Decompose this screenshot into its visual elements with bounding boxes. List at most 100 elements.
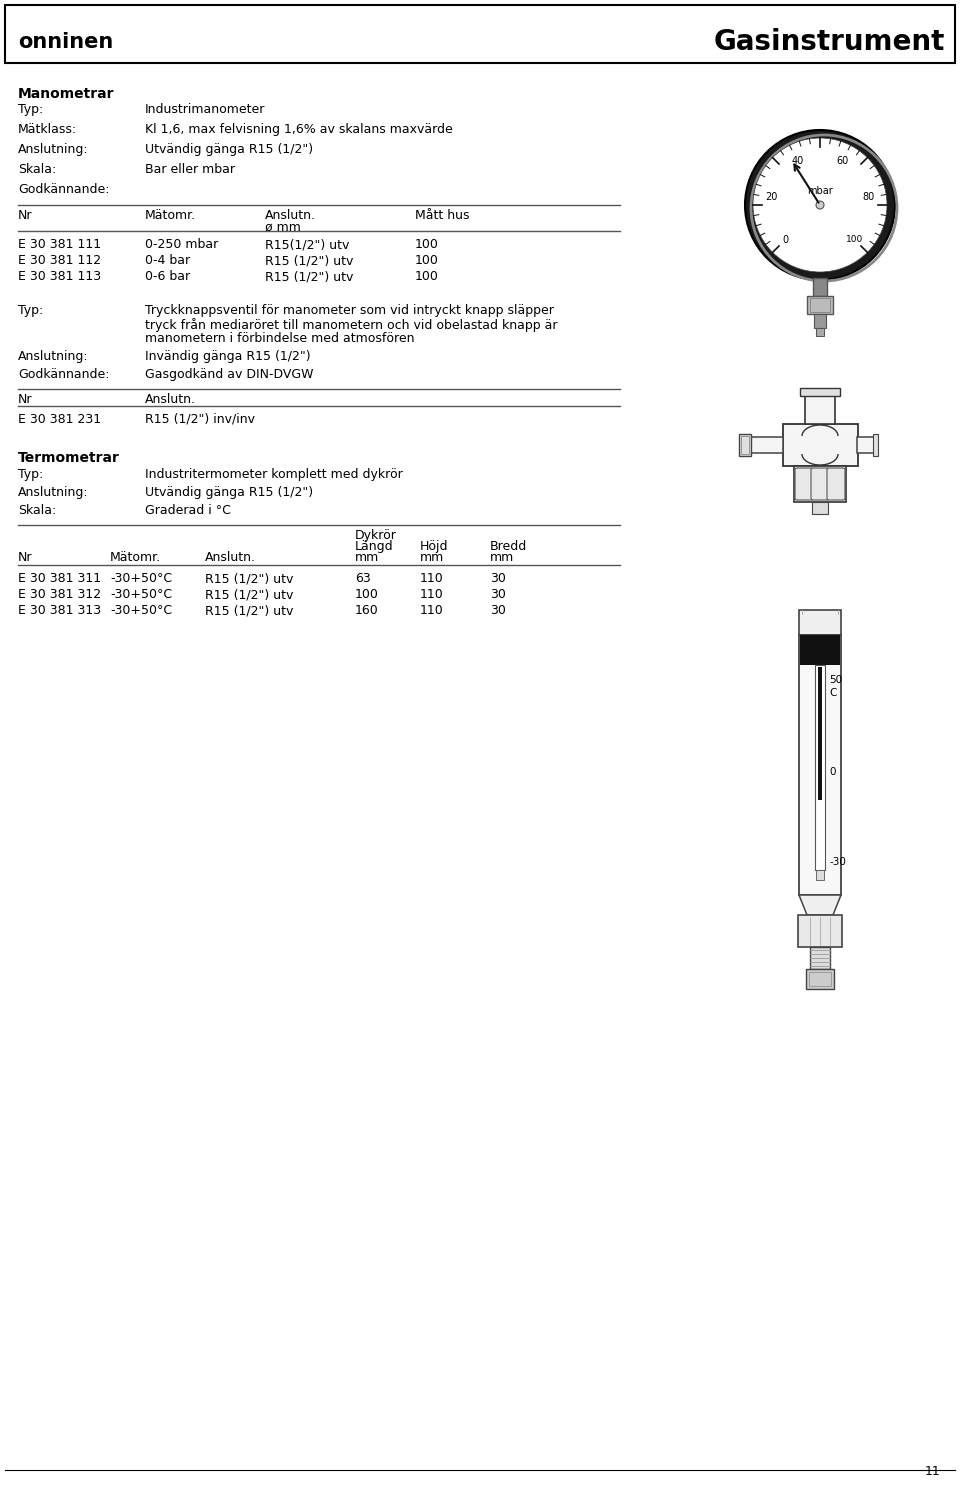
Text: Anslutn.: Anslutn. [145,394,196,405]
Bar [805,396,835,425]
Bar [809,973,831,986]
Bar [816,328,824,336]
Text: E 30 381 113: E 30 381 113 [18,270,101,284]
Text: 20: 20 [765,193,778,202]
Text: Dykrör: Dykrör [355,529,396,542]
Text: R15 (1/2") utv: R15 (1/2") utv [205,572,294,585]
Bar [800,388,840,396]
Text: Anslutning:: Anslutning: [18,143,88,156]
Text: 100: 100 [415,238,439,251]
Bar [739,434,751,456]
Text: Anslutn.: Anslutn. [265,209,316,221]
Text: 100: 100 [355,588,379,601]
Bar [800,636,840,665]
Text: R15 (1/2") utv: R15 (1/2") utv [265,254,353,267]
FancyBboxPatch shape [827,468,845,500]
Text: manometern i förbindelse med atmosfören: manometern i förbindelse med atmosfören [145,333,415,345]
Text: E 30 381 111: E 30 381 111 [18,238,101,251]
Text: 0: 0 [829,766,835,777]
Bar [813,278,827,296]
Bar [807,296,833,313]
Bar [873,434,878,456]
Text: 100: 100 [846,235,863,244]
Text: mm: mm [420,551,444,564]
Text: Anslutning:: Anslutning: [18,350,88,362]
Text: 0-6 bar: 0-6 bar [145,270,190,284]
Text: Mätklass:: Mätklass: [18,123,77,137]
Text: Skala:: Skala: [18,163,57,177]
Text: Längd: Längd [355,541,394,552]
FancyBboxPatch shape [795,468,813,500]
Text: Mätomr.: Mätomr. [145,209,196,221]
Circle shape [745,131,895,281]
Text: E 30 381 313: E 30 381 313 [18,604,101,616]
Text: 30: 30 [490,572,506,585]
Text: 0-250 mbar: 0-250 mbar [145,238,218,251]
Text: tryck från mediaröret till manometern och vid obelastad knapp är: tryck från mediaröret till manometern oc… [145,318,558,333]
Text: ø mm: ø mm [265,221,300,235]
Text: Invändig gänga R15 (1/2"): Invändig gänga R15 (1/2") [145,350,311,362]
Bar [799,610,841,636]
Text: Höjd: Höjd [420,541,448,552]
Text: -30: -30 [829,857,846,867]
Text: 160: 160 [355,604,379,616]
Text: 30: 30 [490,588,506,601]
Text: -30+50°C: -30+50°C [110,604,172,616]
Bar [798,915,842,947]
Text: -30+50°C: -30+50°C [110,572,172,585]
Text: 40: 40 [792,156,804,166]
Bar [816,870,824,881]
Bar [815,665,825,870]
Text: 110: 110 [420,572,444,585]
Text: mbar: mbar [807,186,833,196]
Text: 110: 110 [420,604,444,616]
Text: Nr: Nr [18,551,33,564]
Bar [810,947,830,970]
Text: onninen: onninen [18,33,113,52]
Text: E 30 381 112: E 30 381 112 [18,254,101,267]
Text: R15 (1/2") utv: R15 (1/2") utv [205,604,294,616]
Text: E 30 381 311: E 30 381 311 [18,572,101,585]
Text: 11: 11 [924,1466,940,1478]
Text: Mätomr.: Mätomr. [110,551,161,564]
Text: -30+50°C: -30+50°C [110,588,172,601]
Text: 100: 100 [415,254,439,267]
Text: 100: 100 [415,270,439,284]
Text: mm: mm [490,551,515,564]
Text: Anslutn.: Anslutn. [205,551,256,564]
Bar [783,425,858,466]
Text: 0: 0 [782,235,788,245]
Text: Nr: Nr [18,394,33,405]
Text: R15(1/2") utv: R15(1/2") utv [265,238,349,251]
Text: E 30 381 312: E 30 381 312 [18,588,101,601]
Text: Skala:: Skala: [18,503,57,517]
Bar [814,313,826,328]
Text: Anslutning:: Anslutning: [18,486,88,499]
Text: Typ:: Typ: [18,102,43,116]
Text: Nr: Nr [18,209,33,221]
Text: 30: 30 [490,604,506,616]
Text: C: C [829,688,836,698]
Text: 110: 110 [420,588,444,601]
Text: 50: 50 [829,676,842,685]
Text: Industrimanometer: Industrimanometer [145,102,265,116]
Bar [806,970,834,989]
Circle shape [816,200,824,209]
Bar [818,667,822,800]
Text: Typ:: Typ: [18,468,43,481]
Text: Utvändig gänga R15 (1/2"): Utvändig gänga R15 (1/2") [145,486,313,499]
Bar [810,298,830,312]
Text: mm: mm [355,551,379,564]
Text: R15 (1/2") inv/inv: R15 (1/2") inv/inv [145,413,255,426]
Bar [741,437,749,454]
Text: Godkännande:: Godkännande: [18,183,109,196]
Text: Gasgodkänd av DIN-DVGW: Gasgodkänd av DIN-DVGW [145,368,314,382]
Text: Gasinstrument: Gasinstrument [713,28,945,56]
Text: Bar eller mbar: Bar eller mbar [145,163,235,177]
Bar [794,466,846,502]
FancyBboxPatch shape [811,468,829,500]
Circle shape [753,138,887,272]
Text: Industritermometer komplett med dykrör: Industritermometer komplett med dykrör [145,468,403,481]
Text: 0-4 bar: 0-4 bar [145,254,190,267]
Bar [5,4,955,62]
